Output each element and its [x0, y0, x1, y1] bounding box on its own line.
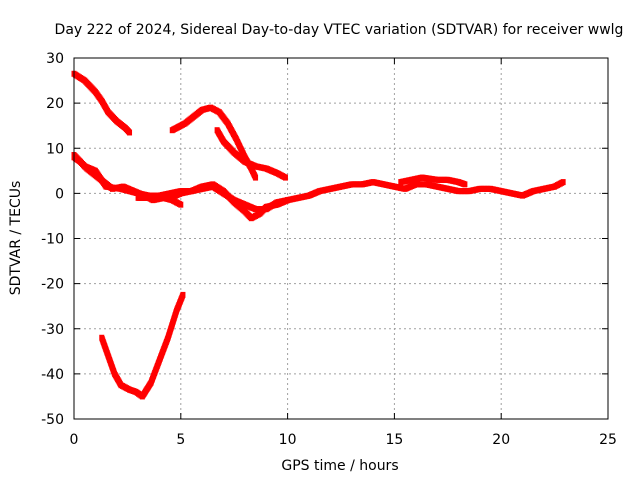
- x-axis-tick-labels: 0 5 10 15 20 25: [70, 432, 617, 448]
- y-tick-label: -20: [41, 277, 64, 293]
- x-tick-label: 0: [70, 432, 79, 448]
- series-arc-1: [71, 70, 133, 136]
- x-tick-label: 15: [385, 432, 403, 448]
- y-tick-label: -10: [41, 232, 64, 248]
- data-point: [253, 174, 259, 181]
- y-axis-tick-labels: -50 -40 -30 -20 -10 0 10 20 30: [41, 51, 64, 428]
- x-tick-label: 25: [599, 432, 617, 448]
- data-point: [178, 201, 184, 208]
- y-tick-label: -30: [41, 322, 64, 338]
- x-tick-label: 10: [279, 432, 297, 448]
- series-arc-3: [214, 127, 288, 181]
- chart-title: Day 222 of 2024, Sidereal Day-to-day VTE…: [55, 22, 624, 38]
- y-tick-label: 10: [46, 141, 64, 157]
- data-point: [462, 181, 468, 188]
- y-tick-label: -40: [41, 367, 64, 383]
- series-arc-6: [135, 181, 291, 222]
- data-point: [127, 129, 133, 136]
- data-point: [285, 197, 291, 204]
- y-tick-label: 0: [55, 186, 64, 202]
- data-point: [282, 174, 288, 181]
- y-tick-label: 20: [46, 96, 64, 112]
- y-axis-title: SDTVAR / TECUs: [8, 181, 24, 296]
- series-arc-8: [99, 291, 186, 400]
- x-tick-label: 5: [176, 432, 185, 448]
- data-points: [71, 70, 566, 400]
- grid-lines: [74, 58, 608, 419]
- y-tick-label: 30: [46, 51, 64, 67]
- axis-ticks: [73, 57, 609, 420]
- x-tick-label: 20: [492, 432, 510, 448]
- y-tick-label: -50: [41, 412, 64, 428]
- data-point: [560, 179, 566, 186]
- series-arc-2: [169, 104, 259, 181]
- series-arc-7: [398, 174, 468, 188]
- series-arc-5: [71, 152, 566, 213]
- x-axis-title: GPS time / hours: [281, 458, 398, 474]
- data-point: [180, 291, 186, 298]
